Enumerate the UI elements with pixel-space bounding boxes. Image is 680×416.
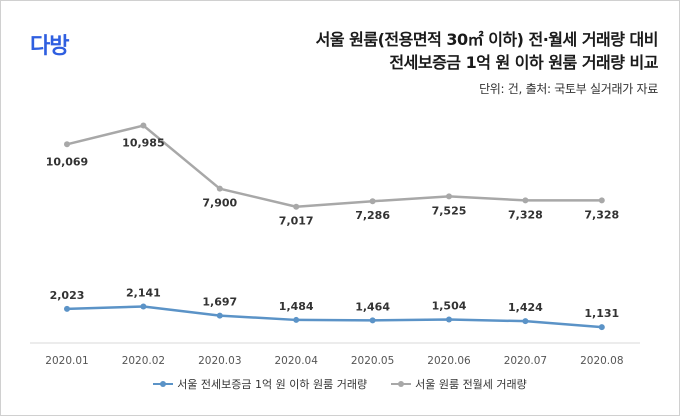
data-point-gray — [140, 122, 147, 129]
data-point-blue — [446, 316, 452, 323]
data-point-blue — [293, 316, 300, 323]
data-label-gray: 7,900 — [202, 197, 237, 210]
data-point-gray — [522, 197, 529, 204]
dabang-logo: 다방 — [30, 34, 69, 59]
legend-item-blue: 서울 전세보증금 1억 원 이하 원룸 거래량 — [153, 376, 367, 392]
data-point-blue — [140, 303, 147, 310]
chart-title-line-1: 서울 원룸(전용면적 30㎡ 이하) 전·월세 거래량 대비 — [315, 30, 659, 49]
data-label-blue: 2,141 — [126, 286, 161, 299]
chart-title: 서울 원룸(전용면적 30㎡ 이하) 전·월세 거래량 대비 전세보증금 1억 … — [315, 28, 659, 74]
data-point-blue — [64, 305, 70, 312]
data-label-blue: 1,504 — [432, 300, 467, 313]
data-label-blue: 1,697 — [202, 296, 237, 309]
data-label-blue: 2,023 — [50, 289, 85, 302]
data-label-blue: 1,131 — [584, 307, 619, 320]
data-label-blue: 1,424 — [508, 301, 543, 314]
data-label-gray: 7,017 — [279, 215, 314, 228]
series-line-gray — [66, 124, 602, 208]
legend-swatch-blue — [153, 379, 174, 389]
x-tick-label: 2020.08 — [580, 355, 623, 367]
x-tick-label: 2020.03 — [198, 355, 241, 367]
data-point-blue — [598, 324, 605, 331]
data-label-gray: 10,069 — [46, 155, 88, 168]
data-point-gray — [293, 203, 300, 210]
data-point-gray — [446, 193, 452, 200]
legend-swatch-gray — [391, 379, 412, 389]
legend-item-gray: 서울 원룸 전월세 거래량 — [391, 376, 527, 392]
x-tick-label: 2020.04 — [274, 355, 318, 367]
x-tick-label: 2020.01 — [45, 355, 88, 367]
data-label-gray: 10,985 — [122, 137, 164, 150]
x-tick-label: 2020.02 — [122, 355, 165, 367]
x-tick-label: 2020.06 — [427, 355, 471, 367]
data-label-gray: 7,328 — [508, 208, 543, 221]
data-point-gray — [64, 141, 70, 148]
x-tick-label: 2020.07 — [504, 355, 547, 367]
data-label-gray: 7,525 — [432, 204, 467, 217]
data-point-blue — [216, 312, 223, 319]
legend-label-blue: 서울 전세보증금 1억 원 이하 원룸 거래량 — [177, 378, 368, 391]
data-label-blue: 1,484 — [279, 300, 314, 313]
data-point-gray — [598, 197, 605, 204]
data-point-blue — [522, 318, 529, 325]
data-label-gray: 7,286 — [355, 209, 390, 222]
chart-title-line-2: 전세보증금 1억 원 이하 원룸 거래량 비교 — [389, 53, 658, 72]
series-line-blue — [66, 305, 602, 329]
data-label-gray: 7,328 — [584, 208, 619, 221]
unit-source-note: 단위: 건, 출처: 국토부 실거래가 자료 — [479, 82, 658, 96]
data-point-blue — [369, 317, 376, 324]
data-label-blue: 1,464 — [355, 300, 390, 313]
x-tick-label: 2020.05 — [351, 355, 394, 367]
legend-label-gray: 서울 원룸 전월세 거래량 — [415, 378, 527, 391]
legend: 서울 전세보증금 1억 원 이하 원룸 거래량 서울 원룸 전월세 거래량 — [0, 376, 680, 392]
data-point-gray — [216, 185, 223, 192]
data-point-gray — [369, 198, 376, 205]
